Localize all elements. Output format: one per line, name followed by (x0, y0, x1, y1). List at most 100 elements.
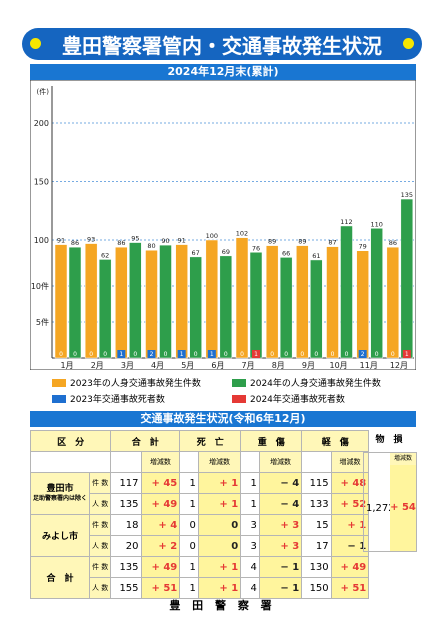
bullet-dot-right (403, 38, 414, 49)
unit-label: 人 数 (89, 577, 112, 599)
x-tick-label: 1月 (61, 361, 74, 370)
bar-2024 (159, 244, 172, 359)
bar-value-label: 87 (328, 239, 336, 247)
header-serious: 重 傷 (240, 430, 303, 452)
cell-minor-change: + 48 (330, 472, 370, 494)
death-bar-2023 (147, 350, 156, 358)
bar-2024 (310, 259, 323, 359)
legend-item-2024-accidents: 2024年の人身交通事故発生件数 (232, 376, 381, 389)
cell-minor: 115 (301, 472, 332, 494)
cell-death-change: + 1 (197, 472, 242, 494)
cell-minor: 150 (301, 577, 332, 599)
group-label-miyoshi: みよし市 (29, 514, 91, 557)
header-category: 区 分 (29, 430, 112, 452)
blank-cell (110, 451, 142, 473)
bar-value-label: 86 (117, 239, 125, 247)
y-tick-label: 10件 (31, 281, 49, 291)
cell-total-change: + 4 (140, 514, 181, 536)
header-total-label: 合 計 (131, 437, 159, 448)
cell-total: 155 (110, 577, 142, 599)
death-value-label: 0 (300, 351, 304, 358)
cell-total: 18 (110, 514, 142, 536)
cell-serious: 3 (240, 535, 260, 557)
change-label: 増減数 (390, 453, 416, 465)
y-unit-label: (件) (37, 87, 50, 96)
legend-label: 2023年交通事故死者数 (70, 395, 165, 405)
header-death: 死 亡 (179, 430, 242, 452)
cell-serious: 4 (240, 556, 260, 578)
bar-value-label: 89 (268, 238, 276, 246)
y-tick-label: 100 (34, 236, 49, 245)
bar-value-label: 89 (298, 238, 306, 246)
legend-swatch (232, 378, 246, 387)
bar-2023 (386, 246, 400, 359)
bar-value-label: 86 (71, 239, 79, 247)
legend-item-2023-deaths: 2023年交通事故死者数 (52, 392, 165, 405)
cell-serious-change: + 3 (258, 514, 303, 536)
accident-stats-table: 区 分 合 計 死 亡 重 傷 軽 傷 増減数 増減数 増減数 増減数 豊田市 … (29, 430, 370, 599)
death-value-label: 1 (119, 351, 123, 358)
legend-label: 2024年交通事故死者数 (250, 395, 345, 405)
cell-serious-change: − 4 (258, 493, 303, 515)
death-bar-2023 (117, 350, 126, 358)
table-row: 人 数 155 + 51 1 + 1 4 − 1 150 + 51 (31, 577, 370, 599)
chart-legend: 2023年の人身交通事故発生件数 2024年の人身交通事故発生件数 2023年交… (52, 374, 416, 406)
death-value-label: 0 (59, 351, 63, 358)
x-tick-label: 9月 (302, 361, 315, 370)
cell-death-change: + 1 (197, 577, 242, 599)
bar-value-label: 91 (57, 237, 65, 245)
bar-2023 (326, 246, 339, 359)
cell-death: 1 (179, 556, 199, 578)
bar-value-label: 76 (252, 244, 260, 252)
group-note: 足助警察署内は除く (33, 494, 88, 502)
death-value-label: 0 (103, 351, 107, 358)
unit-label: 件 数 (89, 472, 112, 494)
blank-cell (240, 451, 260, 473)
y-tick-label: 150 (34, 178, 49, 187)
cell-death: 0 (179, 514, 199, 536)
cell-total: 135 (110, 493, 142, 515)
bar-value-label: 66 (282, 249, 290, 257)
legend-label: 2024年の人身交通事故発生件数 (250, 379, 381, 389)
cell-minor-change: + 49 (330, 556, 370, 578)
bar-value-label: 112 (340, 218, 352, 226)
bar-2024 (129, 242, 142, 359)
change-label: 増減数 (330, 451, 370, 473)
x-tick-label: 11月 (360, 361, 378, 370)
bar-2024 (249, 252, 263, 359)
title-banner: 豊田警察署管内・交通事故発生状況 (22, 28, 422, 60)
table-title: 交通事故発生状況(令和6年12月) (30, 411, 416, 427)
legend-item-2023-accidents: 2023年の人身交通事故発生件数 (52, 376, 201, 389)
bar-value-label: 95 (131, 235, 139, 243)
death-bar-2023 (358, 350, 367, 358)
bar-2023 (356, 250, 369, 359)
cell-total-change: + 49 (140, 556, 181, 578)
group-label-total: 合 計 (29, 556, 91, 599)
bar-value-label: 110 (370, 220, 382, 228)
death-value-label: 0 (73, 351, 77, 358)
death-value-label: 0 (240, 351, 244, 358)
death-value-label: 0 (133, 351, 137, 358)
bar-2024 (370, 228, 383, 359)
bar-value-label: 135 (401, 191, 413, 199)
cell-minor: 130 (301, 556, 332, 578)
table-row: みよし市 件 数 18 + 4 0 0 3 + 3 15 + 1 (29, 514, 370, 557)
chart-subtitle: 2024年12月末(累計) (30, 64, 416, 80)
bar-value-label: 69 (222, 248, 230, 256)
unit-label: 人 数 (89, 493, 112, 515)
blank-cell (29, 451, 112, 473)
legend-swatch (232, 394, 246, 403)
death-value-label: 0 (89, 351, 93, 358)
damage-change: + 54 (390, 465, 416, 551)
bar-value-label: 61 (312, 252, 320, 260)
bar-2024 (189, 256, 202, 359)
bar-value-label: 80 (147, 242, 155, 250)
x-tick-label: 3月 (121, 361, 134, 370)
bar-value-label: 62 (101, 251, 109, 259)
cell-death-change: 0 (197, 514, 242, 536)
death-value-label: 2 (361, 351, 365, 358)
cell-total-change: + 2 (140, 535, 181, 557)
death-value-label: 0 (224, 351, 228, 358)
bar-2023 (175, 244, 188, 359)
cell-serious: 4 (240, 577, 260, 599)
